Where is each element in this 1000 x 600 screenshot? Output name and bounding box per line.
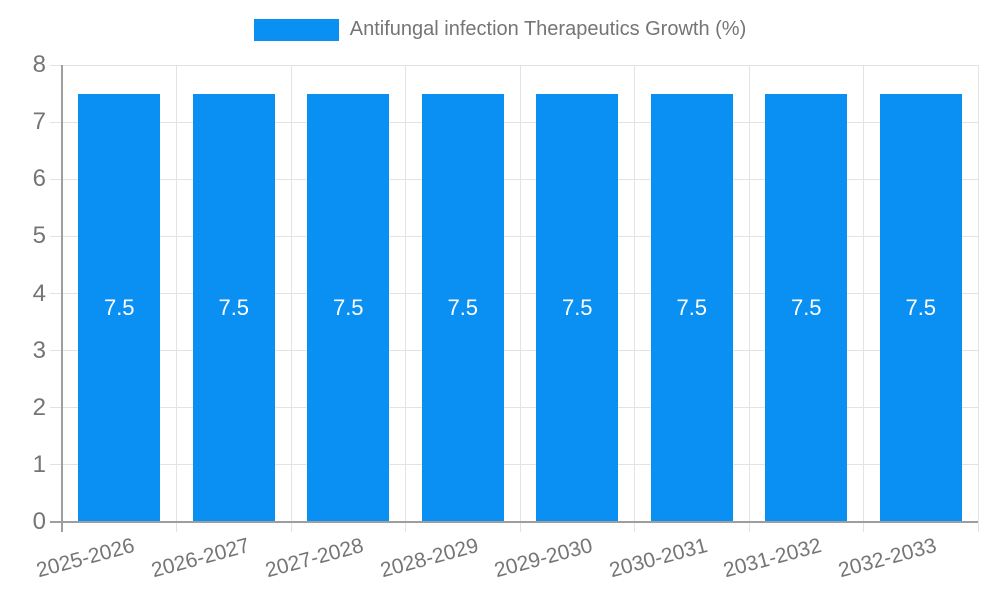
y-gridline — [50, 293, 978, 294]
x-gridline — [634, 65, 635, 532]
y-axis-tick-label: 1 — [32, 450, 46, 478]
y-gridline — [50, 464, 978, 466]
bar-value-label: 7.5 — [905, 294, 937, 320]
bar[interactable]: 7.5 — [421, 93, 504, 522]
x-gridline — [519, 65, 521, 532]
chart-legend[interactable]: Antifungal infection Therapeutics Growth… — [0, 18, 1000, 41]
y-axis-tick-label: 0 — [32, 508, 46, 535]
bar[interactable]: 7.5 — [650, 93, 733, 522]
y-axis-line — [61, 65, 63, 532]
bar-value-label: 7.5 — [790, 294, 822, 320]
bar-value-label: 7.5 — [218, 294, 250, 320]
bar[interactable]: 7.5 — [307, 93, 390, 522]
y-axis-tick-label: 8 — [32, 51, 46, 78]
bar[interactable]: 7.5 — [879, 93, 962, 522]
x-gridline — [748, 65, 750, 532]
bar[interactable]: 7.5 — [78, 93, 161, 522]
y-axis-tick-label: 2 — [32, 393, 46, 421]
x-gridline — [977, 65, 979, 532]
bar[interactable]: 7.5 — [765, 93, 848, 522]
y-gridline — [50, 121, 978, 123]
x-gridline — [405, 65, 406, 532]
y-axis-tick-label: 4 — [32, 279, 46, 307]
bar-value-label: 7.5 — [103, 294, 135, 320]
y-axis-tick-label: 6 — [32, 165, 46, 193]
x-gridline — [863, 65, 864, 532]
legend-label: Antifungal infection Therapeutics Growth… — [349, 18, 747, 40]
y-axis-tick-label: 7 — [32, 108, 46, 136]
bar[interactable]: 7.5 — [536, 93, 619, 522]
bar[interactable]: 7.5 — [192, 93, 275, 522]
bar-value-label: 7.5 — [676, 294, 708, 320]
y-gridline — [50, 407, 978, 409]
y-gridline — [50, 235, 978, 237]
x-axis-line — [50, 521, 978, 523]
bar-value-label: 7.5 — [332, 294, 364, 320]
y-gridline — [50, 178, 978, 180]
x-gridline — [176, 65, 177, 532]
y-gridline — [50, 350, 978, 352]
bar-value-label: 7.5 — [447, 294, 479, 320]
legend-swatch-icon — [253, 18, 339, 41]
y-axis-tick-label: 3 — [32, 336, 46, 364]
y-axis-tick-label: 5 — [32, 222, 46, 250]
bar-value-label: 7.5 — [561, 294, 593, 320]
y-gridline — [50, 64, 978, 66]
x-gridline — [290, 65, 292, 532]
